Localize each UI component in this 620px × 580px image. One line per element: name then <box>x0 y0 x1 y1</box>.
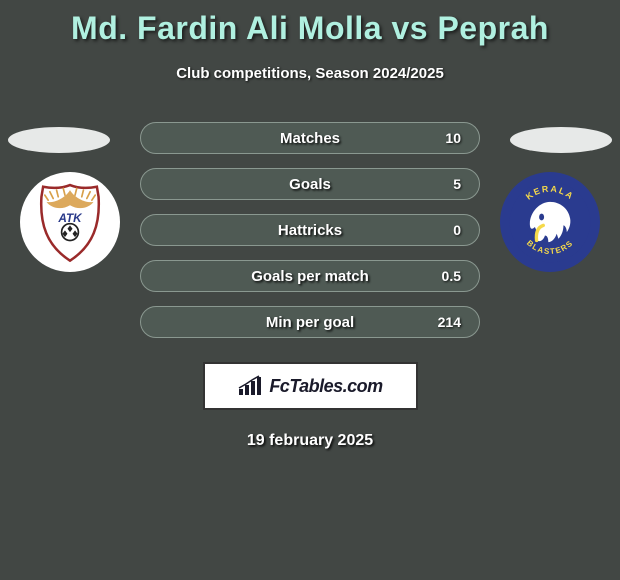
bars-icon <box>237 375 265 397</box>
date-line: 19 february 2025 <box>0 432 620 450</box>
player-left-placeholder <box>8 127 110 153</box>
stat-row-hattricks: Hattricks 0 <box>140 214 480 246</box>
stat-label: Hattricks <box>278 222 342 239</box>
stat-right-value: 0.5 <box>431 268 461 284</box>
stat-right-value: 214 <box>431 314 461 330</box>
stat-label: Goals per match <box>251 268 369 285</box>
club-logo-left: ATK <box>20 172 120 272</box>
stat-label: Min per goal <box>266 314 354 331</box>
stat-right-value: 10 <box>431 130 461 146</box>
club-logo-right: KERALA BLASTERS <box>500 172 600 272</box>
stat-right-value: 5 <box>431 176 461 192</box>
subtitle: Club competitions, Season 2024/2025 <box>0 65 620 82</box>
brand-box[interactable]: FcTables.com <box>203 362 418 410</box>
stat-label: Matches <box>280 130 340 147</box>
stat-row-goals-per-match: Goals per match 0.5 <box>140 260 480 292</box>
page-title: Md. Fardin Ali Molla vs Peprah <box>0 0 620 47</box>
brand-text: FcTables.com <box>269 376 382 397</box>
stat-label: Goals <box>289 176 331 193</box>
player-right-placeholder <box>510 127 612 153</box>
svg-text:ATK: ATK <box>57 212 83 225</box>
kerala-blasters-icon: KERALA BLASTERS <box>508 180 592 264</box>
stat-right-value: 0 <box>431 222 461 238</box>
stat-row-min-per-goal: Min per goal 214 <box>140 306 480 338</box>
atk-shield-icon: ATK <box>28 180 112 264</box>
stat-row-matches: Matches 10 <box>140 122 480 154</box>
stat-row-goals: Goals 5 <box>140 168 480 200</box>
